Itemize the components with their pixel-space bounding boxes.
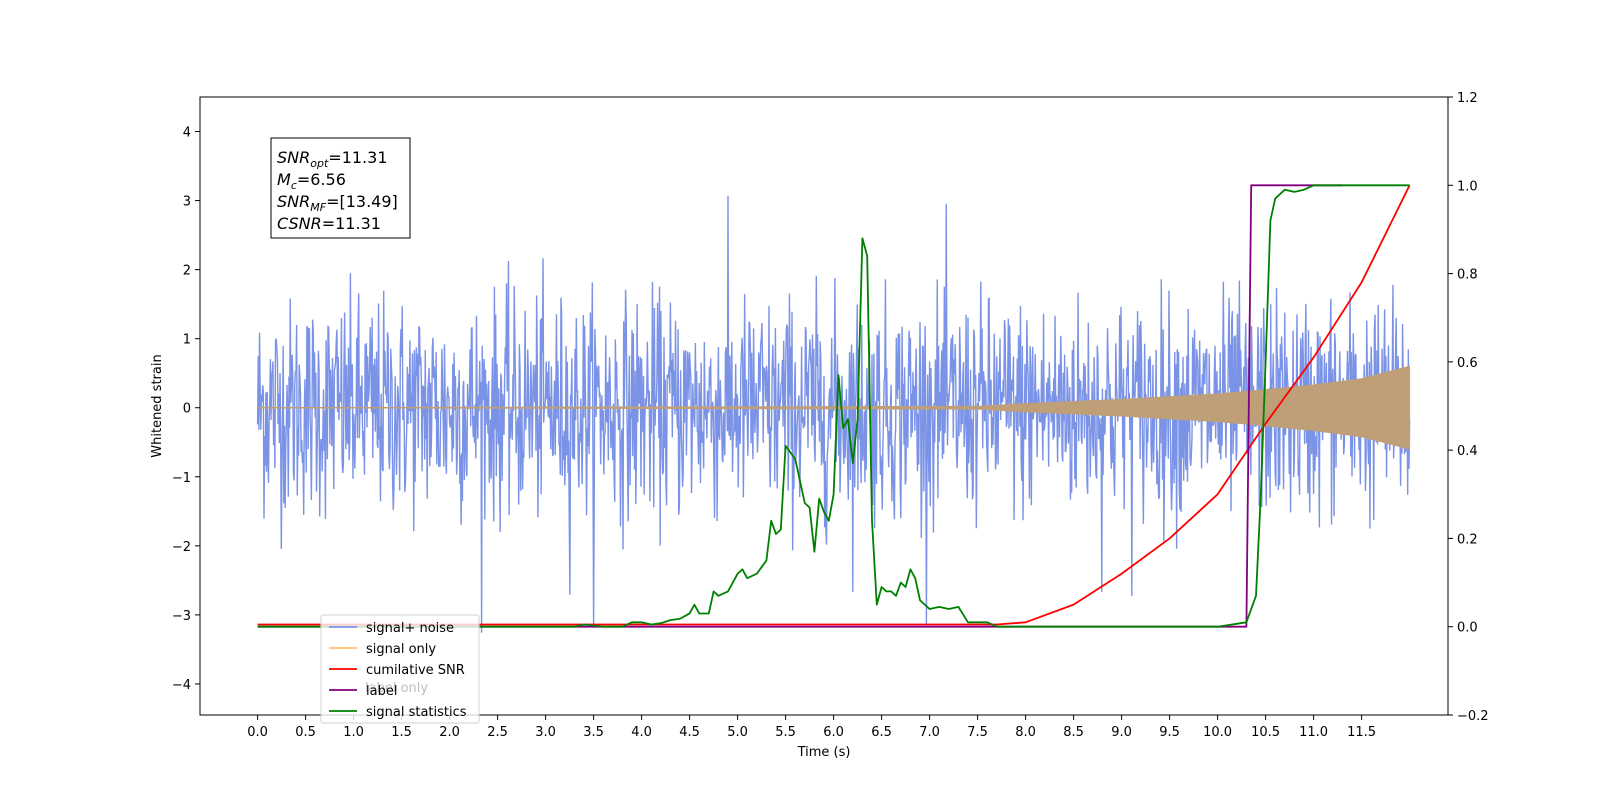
legend-label: label bbox=[366, 684, 397, 699]
x-tick-label: 3.5 bbox=[583, 725, 604, 740]
x-tick-label: 6.5 bbox=[871, 725, 892, 740]
legend-label: signal statistics bbox=[366, 705, 467, 720]
legend-entry: signal only bbox=[329, 642, 436, 657]
x-tick-label: 11.0 bbox=[1299, 725, 1328, 740]
y2-tick-label: 1.2 bbox=[1457, 91, 1478, 106]
x-tick-label: 4.5 bbox=[679, 725, 700, 740]
x-tick-label: 11.5 bbox=[1347, 725, 1376, 740]
legend-entry: signal+ noise bbox=[329, 621, 454, 636]
x-tick-label: 10.5 bbox=[1251, 725, 1280, 740]
y-axis-left: 4 3 2 1 0 −1 −2 −3 −4 bbox=[172, 126, 200, 693]
annotation-line: SNRopt=11.31 bbox=[277, 148, 388, 170]
x-axis: 0.0 0.5 1.0 1.5 2.0 2.5 3.0 3.5 4.0 4.5 5.0 5.5 6.0 6… bbox=[247, 715, 1376, 740]
annotation-line: Mc=6.56 bbox=[277, 170, 346, 192]
x-tick-label: 9.5 bbox=[1159, 725, 1180, 740]
plot-area-frame bbox=[199, 96, 1449, 716]
annotation-frame bbox=[270, 137, 411, 239]
legend-entry: cumilative SNR bbox=[329, 663, 465, 678]
y2-tick-label: 0.2 bbox=[1457, 532, 1478, 547]
series-signal-statistics bbox=[257, 184, 1410, 628]
x-tick-label: 2.0 bbox=[439, 725, 460, 740]
x-tick-label: 1.5 bbox=[391, 725, 412, 740]
x-tick-label: 5.0 bbox=[727, 725, 748, 740]
x-tick-label: 1.0 bbox=[343, 725, 364, 740]
y-tick-label: −1 bbox=[172, 471, 191, 486]
y-tick-label: 0 bbox=[183, 402, 191, 417]
series-layer bbox=[256, 184, 1411, 633]
y2-tick-label: −0.2 bbox=[1457, 709, 1489, 724]
annotation-line: SNRMF=[13.49] bbox=[277, 192, 398, 214]
stats-annotation-box: SNRopt=11.31Mc=6.56SNRMF=[13.49]CSNR=11.… bbox=[270, 137, 411, 239]
annotation-line: CSNR=11.31 bbox=[277, 214, 381, 233]
x-tick-label: 3.0 bbox=[535, 725, 556, 740]
y-tick-label: 4 bbox=[183, 126, 191, 141]
x-tick-label: 8.0 bbox=[1015, 725, 1036, 740]
legend-label: cumilative SNR bbox=[366, 663, 465, 678]
y-axis-right: 1.2 1.0 0.8 0.6 0.4 0.2 0.0 −0.2 bbox=[1448, 91, 1489, 724]
legend-ghost-label: label only bbox=[365, 681, 428, 696]
legend-entry: signal statistics bbox=[329, 705, 467, 720]
x-tick-label: 10.0 bbox=[1203, 725, 1232, 740]
x-tick-label: 7.0 bbox=[919, 725, 940, 740]
x-tick-label: 7.5 bbox=[967, 725, 988, 740]
legend-label: signal+ noise bbox=[366, 621, 454, 636]
x-tick-label: 2.5 bbox=[487, 725, 508, 740]
y-tick-label: 2 bbox=[183, 264, 191, 279]
y2-tick-label: 0.6 bbox=[1457, 356, 1478, 371]
x-tick-label: 9.0 bbox=[1111, 725, 1132, 740]
y-tick-label: −4 bbox=[172, 678, 191, 693]
x-axis-label: Time (s) bbox=[797, 745, 851, 760]
y-tick-label: 1 bbox=[183, 333, 191, 348]
y2-tick-label: 0.0 bbox=[1457, 621, 1478, 636]
legend: label only signal+ noise signal only cumila… bbox=[320, 614, 480, 724]
series-label bbox=[257, 184, 1343, 628]
x-tick-label: 6.0 bbox=[823, 725, 844, 740]
x-tick-label: 0.0 bbox=[247, 725, 268, 740]
legend-entry: label bbox=[329, 684, 397, 699]
y-tick-label: 3 bbox=[183, 195, 191, 210]
y-tick-label: −2 bbox=[172, 540, 191, 555]
y2-tick-label: 0.4 bbox=[1457, 444, 1478, 459]
y-tick-label: −3 bbox=[172, 609, 191, 624]
legend-label: signal only bbox=[366, 642, 436, 657]
x-tick-label: 4.0 bbox=[631, 725, 652, 740]
series-cumulative-snr bbox=[257, 184, 1411, 626]
y2-tick-label: 0.8 bbox=[1457, 268, 1478, 283]
y-axis-label: Whitened strain bbox=[150, 354, 165, 457]
x-tick-label: 8.5 bbox=[1063, 725, 1084, 740]
y2-tick-label: 1.0 bbox=[1457, 179, 1478, 194]
x-tick-label: 0.5 bbox=[295, 725, 316, 740]
x-tick-label: 5.5 bbox=[775, 725, 796, 740]
legend-frame bbox=[320, 614, 480, 724]
